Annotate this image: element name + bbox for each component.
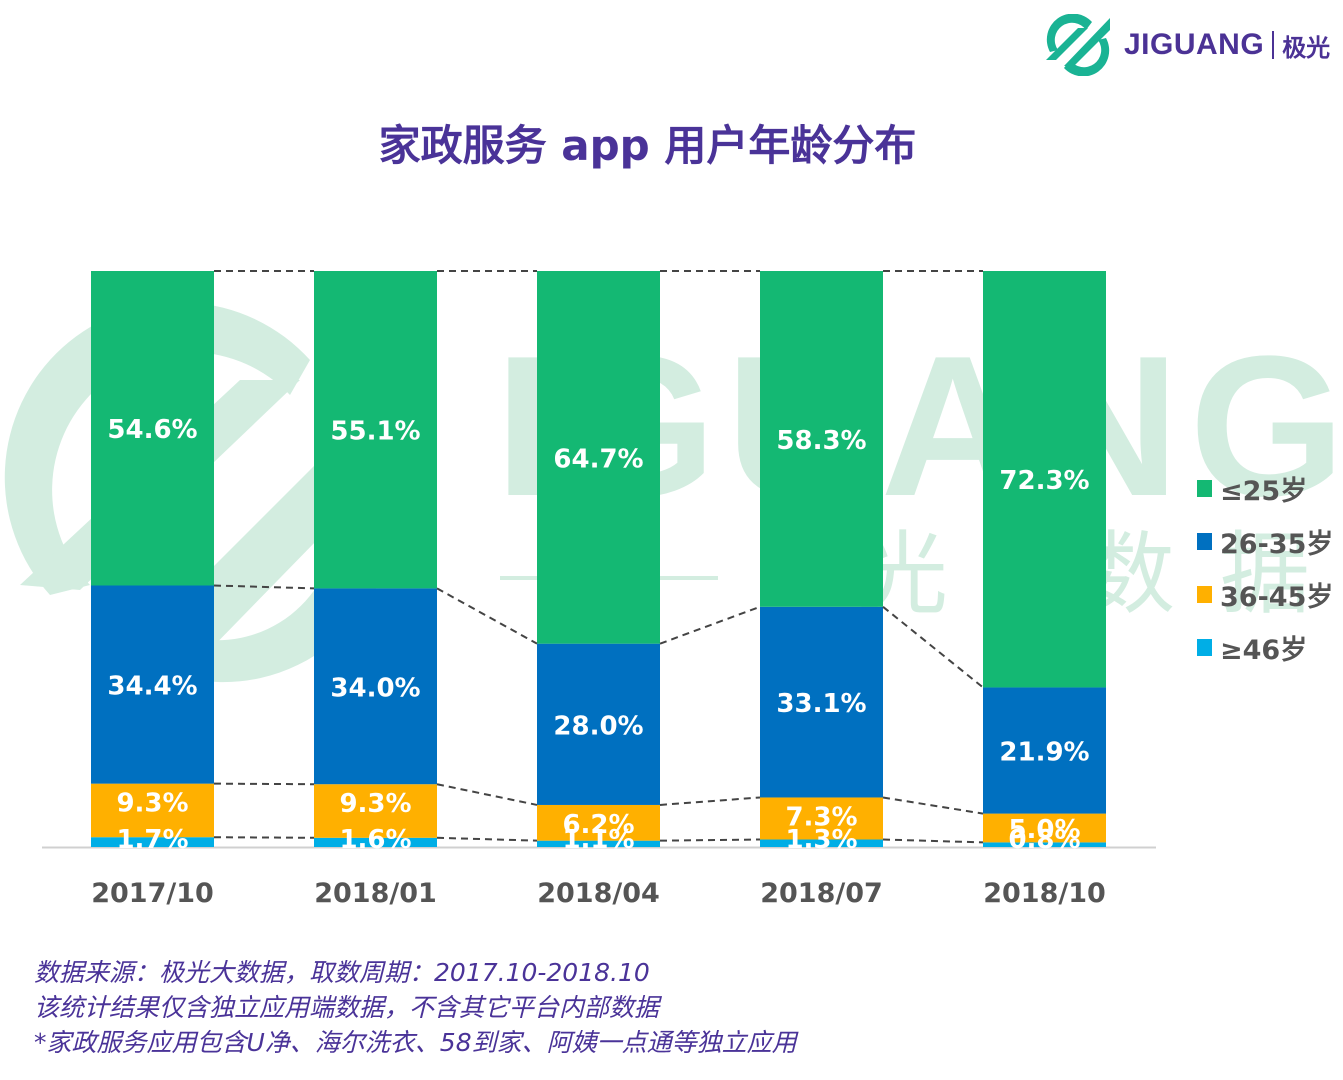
legend-label-26-35: 26-35岁 [1220, 529, 1334, 560]
jiguang-logo-icon [1046, 14, 1110, 76]
bar-segment-2018-01-36-45 [314, 784, 437, 838]
data-label: 1.3% [785, 825, 857, 855]
logo-cn-text: 极光 [1282, 33, 1331, 62]
chart-legend: ≤25岁 26-35岁 36-45岁 ≥46岁 [1197, 462, 1333, 674]
x-tick-label: 2018/10 [983, 878, 1106, 909]
data-label: 1.6% [339, 825, 411, 855]
data-label: 55.1% [330, 417, 420, 447]
data-label: 64.7% [553, 444, 643, 474]
data-label: 54.6% [107, 415, 197, 445]
x-tick-label: 2018/04 [537, 878, 660, 909]
connector-line [659, 796, 761, 806]
x-tick-label: 2018/07 [760, 878, 883, 909]
legend-item-le25: ≤25岁 [1197, 462, 1333, 515]
bar-segment-2018-10-36-45 [983, 813, 1106, 843]
bar-segment-2018-04-36-45 [537, 804, 660, 841]
connector-line [882, 606, 984, 689]
logo-text: JIGUANG [1124, 28, 1265, 61]
legend-swatch-26-35 [1197, 533, 1212, 550]
x-tick-label: 2018/01 [314, 878, 437, 909]
bar-segment-2017-10-46 [91, 837, 214, 847]
data-label: 9.3% [116, 789, 188, 819]
note-scope: 该统计结果仅含独立应用端数据，不含其它平台内部数据 [34, 993, 660, 1022]
legend-item-ge46: ≥46岁 [1197, 621, 1333, 674]
data-label: 1.1% [562, 825, 634, 855]
data-label: 0.8% [1008, 825, 1080, 855]
legend-swatch-36-45 [1197, 586, 1212, 603]
bar-segment-2018-10-25 [983, 271, 1106, 688]
source-notes: 数据来源：极光大数据，取数周期：2017.10-2018.10 该统计结果仅含独… [34, 955, 797, 1060]
bar-segment-2018-04-46 [537, 840, 660, 847]
legend-label-ge46: ≥46岁 [1220, 635, 1308, 666]
legend-swatch-ge46 [1197, 639, 1212, 656]
bar-segment-2018-01-25 [314, 271, 437, 589]
bar-segment-2018-04-26-35 [537, 643, 660, 805]
legend-swatch-le25 [1197, 480, 1212, 497]
connector-line [213, 782, 315, 786]
bar-segment-2018-07-25 [760, 271, 883, 607]
logo-separator [1272, 31, 1275, 59]
chart-title: 家政服务 app 用户年龄分布 [378, 121, 917, 170]
bar-segment-2018-04-25 [537, 271, 660, 644]
bar-segment-2017-10-26-35 [91, 585, 214, 784]
connector-line [436, 587, 538, 645]
data-label: 34.4% [107, 672, 197, 702]
data-label: 34.0% [330, 673, 420, 703]
jiguang-logo: JIGUANG 极光 [1044, 14, 1330, 76]
legend-label-le25: ≤25岁 [1220, 476, 1308, 507]
bar-segment-2018-01-26-35 [314, 588, 437, 785]
x-tick-label: 2017/10 [91, 878, 214, 909]
data-label: 9.3% [339, 789, 411, 819]
connector-line [659, 838, 761, 842]
bar-segment-2018-07-26-35 [760, 606, 883, 798]
connector-line [213, 584, 315, 590]
bar-segment-2018-07-46 [760, 839, 883, 847]
note-apps-included: *家政服务应用包含U净、海尔洗衣、58到家、阿姨一点通等独立应用 [34, 1028, 797, 1057]
legend-label-36-45: 36-45岁 [1220, 582, 1334, 613]
bar-segment-2018-10-26-35 [983, 687, 1106, 814]
bar-segment-2017-10-36-45 [91, 783, 214, 838]
data-label: 72.3% [999, 466, 1089, 496]
data-label: 1.7% [116, 825, 188, 855]
bar-segment-2017-10-25 [91, 271, 214, 586]
data-label: 58.3% [776, 426, 866, 456]
legend-item-36-45: 36-45岁 [1197, 568, 1333, 621]
connector-line [882, 838, 984, 844]
data-label: 33.1% [776, 689, 866, 719]
data-label: 28.0% [553, 711, 643, 741]
bar-segment-2018-07-36-45 [760, 797, 883, 840]
connector-line [659, 605, 761, 645]
connector-line [436, 783, 538, 806]
data-label: 6.2% [562, 810, 634, 840]
data-label: 7.3% [785, 802, 857, 832]
note-data-source: 数据来源：极光大数据，取数周期：2017.10-2018.10 [34, 958, 650, 987]
bar-segment-2018-01-46 [314, 837, 437, 847]
bar-segment-2018-10-46 [983, 842, 1106, 847]
connector-line [436, 836, 538, 842]
data-label: 21.9% [999, 738, 1089, 768]
legend-item-26-35: 26-35岁 [1197, 515, 1333, 568]
connector-line [882, 796, 984, 815]
connector-line [213, 836, 315, 839]
data-label: 5.0% [1008, 815, 1080, 845]
